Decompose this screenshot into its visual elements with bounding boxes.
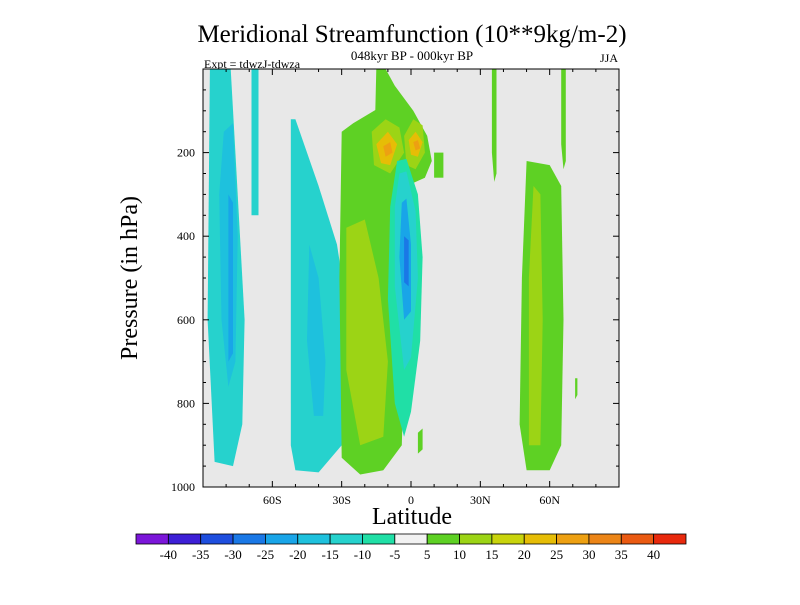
colorbar-label: -5 xyxy=(389,547,400,562)
plot-area: 60S 30S 0 30N 60N 200 400 600 800 1000 xyxy=(171,68,620,507)
cell-nh-narrow-pos5b xyxy=(561,69,566,170)
cell-nh-pos5-a xyxy=(434,152,444,178)
colorbar-swatch xyxy=(491,533,525,545)
contour-fills xyxy=(207,69,578,475)
colorbar-swatch xyxy=(167,533,202,545)
colorbar: -40 -35 -30 -25 -20 -15 -10 -5 5 10 15 20 25 30 35 40 xyxy=(135,533,687,562)
colorbar-swatch xyxy=(297,533,331,545)
x-tick-label: 60N xyxy=(539,493,560,507)
colorbar-label: 15 xyxy=(485,547,498,562)
cell-nh-midlat-pos10 xyxy=(528,186,543,446)
cell-near-eq-pos5 xyxy=(417,428,423,454)
y-axis-label: Pressure (in hPa) xyxy=(117,196,143,360)
cell-nh-narrow-pos5 xyxy=(491,69,497,182)
x-tick-label: 30S xyxy=(332,493,351,507)
colorbar-label: 5 xyxy=(424,547,431,562)
cell-south-tropic-pos10 xyxy=(346,219,388,446)
colorbar-swatch xyxy=(459,533,493,545)
colorbar-swatch xyxy=(620,533,655,545)
experiment-label: Expt = tdwzJ-tdwza xyxy=(204,57,301,71)
colorbar-swatch xyxy=(265,533,299,545)
colorbar-label: 30 xyxy=(582,547,595,562)
chart-subtitle: 048kyr BP - 000kyr BP xyxy=(351,48,473,63)
colorbar-label: 20 xyxy=(518,547,531,562)
x-axis-ticks: 60S 30S 0 30N 60N xyxy=(263,493,560,507)
colorbar-swatch xyxy=(556,533,590,545)
x-tick-label: 0 xyxy=(408,493,414,507)
colorbar-swatch xyxy=(588,533,622,545)
colorbar-label: -20 xyxy=(289,547,306,562)
y-tick-label: 400 xyxy=(177,229,195,243)
colorbar-label: -40 xyxy=(160,547,177,562)
colorbar-swatch xyxy=(135,533,169,545)
cell-upper-pos25 xyxy=(383,142,393,157)
colorbar-swatch xyxy=(362,533,396,545)
cell-sh-highlat-edge xyxy=(251,69,259,216)
colorbar-label: 10 xyxy=(453,547,466,562)
colorbar-label: -30 xyxy=(224,547,241,562)
colorbar-label: 25 xyxy=(550,547,563,562)
cell-equator-neg25 xyxy=(404,236,409,287)
cell-sh-highlat-neg20 xyxy=(228,194,233,362)
chart-title: Meridional Streamfunction (10**9kg/m-2) xyxy=(197,21,626,48)
cell-sh-midlat-neg15 xyxy=(307,244,326,416)
colorbar-swatch xyxy=(653,533,687,545)
minor-ticks xyxy=(202,68,620,488)
colorbar-label: -35 xyxy=(192,547,209,562)
colorbar-swatch xyxy=(329,533,363,545)
colorbar-label: 35 xyxy=(615,547,628,562)
colorbar-swatch xyxy=(200,533,234,545)
colorbar-label: 40 xyxy=(647,547,660,562)
colorbar-swatch xyxy=(426,533,460,545)
x-tick-label: 30N xyxy=(470,493,491,507)
cell-upper-pos25b xyxy=(413,140,421,151)
colorbar-swatch xyxy=(394,533,428,545)
cell-nh-highlat-pos5 xyxy=(575,378,578,400)
season-label: JJA xyxy=(600,51,618,65)
y-tick-label: 600 xyxy=(177,313,195,327)
y-tick-label: 200 xyxy=(177,146,195,160)
colorbar-label: -10 xyxy=(354,547,371,562)
x-axis-label: Latitude xyxy=(372,504,452,530)
colorbar-swatch xyxy=(232,533,266,545)
colorbar-label: -15 xyxy=(321,547,338,562)
colorbar-label: -25 xyxy=(257,547,274,562)
x-tick-label: 60S xyxy=(263,493,282,507)
y-axis-ticks: 200 400 600 800 1000 xyxy=(171,146,195,494)
y-tick-label: 1000 xyxy=(171,480,195,494)
colorbar-swatch xyxy=(523,533,557,545)
y-tick-label: 800 xyxy=(177,396,195,410)
